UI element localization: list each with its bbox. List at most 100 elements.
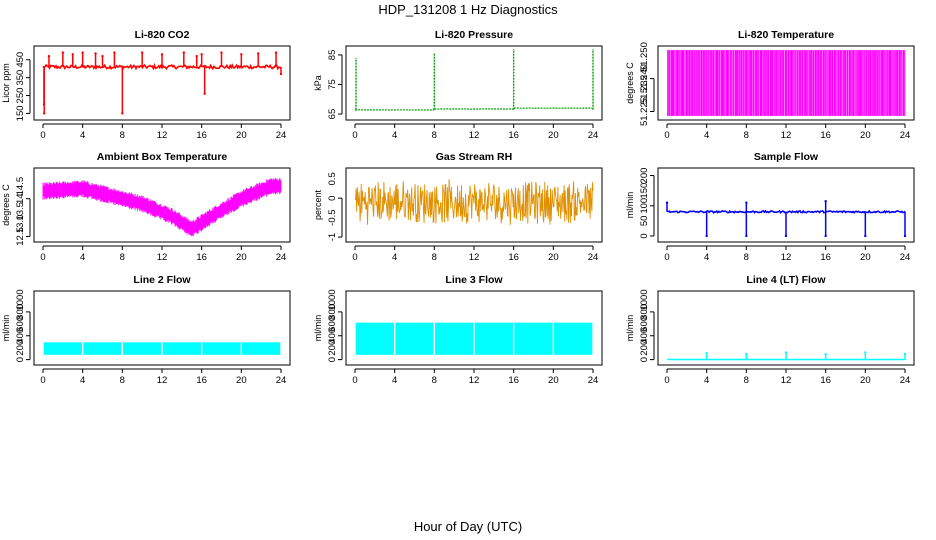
spike-point bbox=[182, 51, 186, 54]
panel-2: Li-820 Pressure kPa 0 4 8 12 16 20 24 65 75 85 bbox=[313, 29, 603, 141]
x-tick-label: 0 bbox=[352, 252, 357, 263]
series-5 bbox=[354, 179, 594, 225]
x-tick-label: 12 bbox=[157, 375, 168, 386]
y-tick-label-minor: 600 bbox=[639, 316, 650, 332]
spike-point bbox=[220, 51, 223, 54]
panel-title: Gas Stream RH bbox=[436, 151, 512, 163]
spike-point bbox=[200, 53, 203, 56]
y-tick-label: 0 bbox=[639, 233, 650, 238]
panel-title: Line 2 Flow bbox=[133, 274, 191, 286]
y-tick-label: 450 bbox=[15, 52, 26, 68]
y-tick-label: 350 bbox=[15, 70, 26, 86]
x-tick-label: 20 bbox=[860, 252, 871, 263]
x-tick-label: 24 bbox=[588, 252, 599, 263]
block-segment bbox=[554, 322, 593, 355]
spike-point bbox=[81, 51, 84, 54]
panel-3: Li-820 Temperature degrees C 0 4 8 12 16 20 24 51… bbox=[625, 29, 915, 141]
x-tick-label: 4 bbox=[704, 252, 709, 263]
block-segment bbox=[474, 322, 513, 355]
x-tick-label: 16 bbox=[820, 130, 831, 141]
x-tick-label: 0 bbox=[40, 375, 45, 386]
x-tick-label: 16 bbox=[820, 252, 831, 263]
plot-frame bbox=[345, 290, 603, 366]
x-tick-label: 8 bbox=[432, 252, 437, 263]
y-tick-label-minor: 200 bbox=[639, 340, 650, 356]
x-tick-label: 8 bbox=[120, 252, 125, 263]
y-tick-label-minor: 600 bbox=[327, 316, 338, 332]
y-tick-label: 12.5 bbox=[15, 227, 26, 246]
x-tick-label: 20 bbox=[236, 375, 247, 386]
spike-point bbox=[140, 51, 144, 54]
x-tick-label: 4 bbox=[704, 375, 709, 386]
plot-frame bbox=[33, 290, 291, 366]
x-tick-label: 4 bbox=[80, 252, 85, 263]
x-tick-label: 8 bbox=[432, 375, 437, 386]
y-tick-label: 250 bbox=[15, 88, 26, 104]
x-tick-label: 8 bbox=[432, 130, 437, 141]
block-segment bbox=[123, 342, 162, 355]
panel-7: Line 2 Flow ml/min 0 4 8 12 16 20 24 0 400 800 200 60… bbox=[1, 274, 291, 386]
y-tick-label-minor: 51.250 bbox=[639, 42, 650, 71]
y-tick-label: 0 bbox=[327, 196, 338, 201]
y-tick-label: 85 bbox=[327, 50, 338, 61]
panel-title: Li-820 Temperature bbox=[738, 29, 834, 41]
x-tick-label: 4 bbox=[80, 130, 85, 141]
block-segment bbox=[395, 322, 434, 355]
series-2 bbox=[354, 49, 594, 111]
x-tick-label: 12 bbox=[469, 375, 480, 386]
x-tick-label: 24 bbox=[588, 375, 599, 386]
x-tick-label: 24 bbox=[276, 130, 287, 141]
spike-point bbox=[745, 201, 748, 204]
x-tick-label: 24 bbox=[276, 252, 287, 263]
spike-point bbox=[256, 52, 260, 55]
panel-title: Sample Flow bbox=[754, 151, 819, 163]
panel-title: Ambient Box Temperature bbox=[97, 151, 228, 163]
x-tick-label: 16 bbox=[508, 375, 519, 386]
block-segment bbox=[162, 342, 201, 355]
x-tick-label: 20 bbox=[860, 130, 871, 141]
x-tick-label: 20 bbox=[236, 252, 247, 263]
x-tick-label: 8 bbox=[744, 375, 749, 386]
spike-point bbox=[94, 52, 97, 55]
x-tick-label: 16 bbox=[820, 375, 831, 386]
y-tick-label-minor: 0.5 bbox=[327, 172, 338, 185]
spike-point bbox=[705, 351, 708, 355]
spike-point bbox=[824, 353, 827, 356]
y-axis-label: ml/min bbox=[313, 315, 323, 342]
y-tick-label-minor: 13.0 bbox=[15, 215, 26, 234]
spike-point bbox=[864, 234, 867, 238]
x-tick-label: 12 bbox=[781, 375, 792, 386]
y-tick-label-minor: 14.5 bbox=[15, 177, 26, 196]
block-segment bbox=[355, 322, 394, 355]
y-axis-label: percent bbox=[313, 189, 323, 220]
x-tick-label: 4 bbox=[392, 375, 397, 386]
y-tick-label-minor: 51.235 bbox=[639, 75, 650, 104]
y-tick-label: 150 bbox=[15, 105, 26, 121]
y-axis-label: ml/min bbox=[625, 192, 635, 219]
y-tick-label-minor: 1000 bbox=[15, 289, 26, 310]
y-tick-label: 100 bbox=[639, 198, 650, 214]
y-tick-label-minor: 50 bbox=[639, 216, 650, 227]
panel-9: Line 4 (LT) Flow ml/min 0 4 8 12 16 20 24 0 400 800… bbox=[625, 274, 915, 386]
x-tick-label: 8 bbox=[120, 375, 125, 386]
x-tick-label: 0 bbox=[40, 252, 45, 263]
spike-point bbox=[279, 72, 283, 76]
x-tick-label: 20 bbox=[548, 375, 559, 386]
block-segment bbox=[514, 322, 553, 355]
block-segment bbox=[83, 342, 122, 355]
y-tick-label-minor: 200 bbox=[15, 340, 26, 356]
spike-point bbox=[71, 53, 74, 56]
y-tick-label: -1 bbox=[327, 233, 338, 241]
plot-frame bbox=[33, 167, 291, 243]
plot-frame bbox=[33, 45, 291, 121]
y-tick-label-minor: 1000 bbox=[327, 289, 338, 310]
x-tick-label: 12 bbox=[781, 130, 792, 141]
series-line bbox=[354, 179, 594, 225]
y-tick-label: 200 bbox=[639, 168, 650, 184]
spike-point bbox=[101, 54, 104, 58]
x-tick-label: 0 bbox=[664, 130, 669, 141]
panel-4: Ambient Box Temperature degrees C 0 4 8 12 16 2… bbox=[1, 151, 291, 263]
y-tick-label: 65 bbox=[327, 109, 338, 120]
